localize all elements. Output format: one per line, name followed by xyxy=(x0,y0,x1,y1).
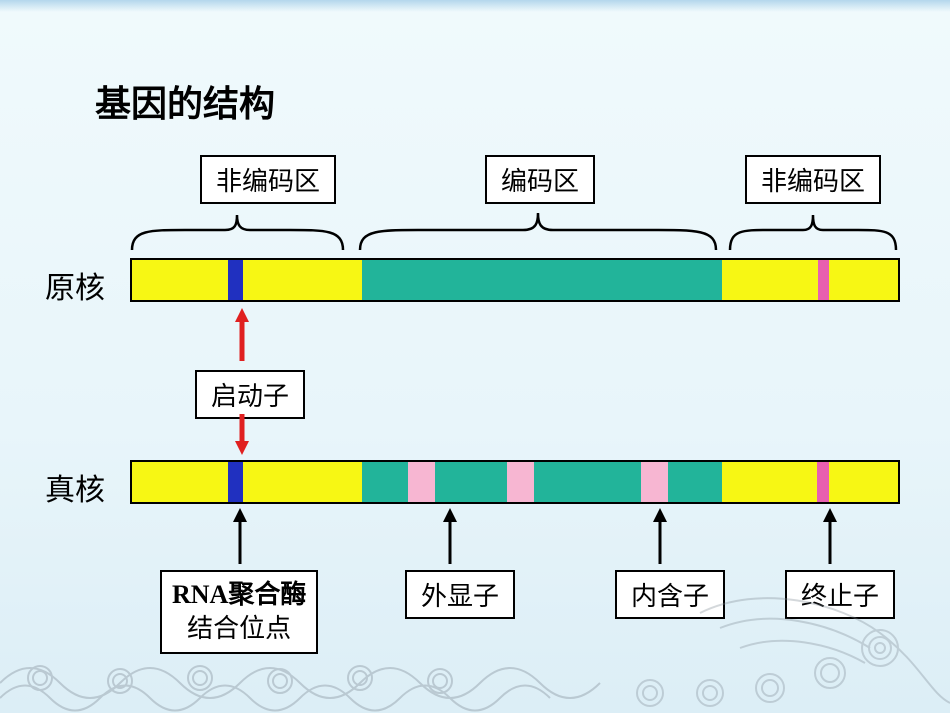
segment-green xyxy=(534,462,641,502)
label-rna-site-line1: RNA聚合酶 xyxy=(172,578,306,612)
segment-pink xyxy=(408,462,435,502)
top-edge-highlight xyxy=(0,0,950,12)
label-rna-site: RNA聚合酶 结合位点 xyxy=(160,570,318,654)
segment-green xyxy=(435,462,508,502)
segment-magenta xyxy=(818,260,829,300)
segment-blue xyxy=(228,260,243,300)
label-noncoding-left: 非编码区 xyxy=(200,155,336,204)
segment-yellow xyxy=(132,260,228,300)
segment-pink xyxy=(507,462,534,502)
arrow-terminator xyxy=(821,506,839,568)
brace-coding xyxy=(358,200,718,255)
bar-prokaryote xyxy=(130,258,900,302)
label-noncoding-right: 非编码区 xyxy=(745,155,881,204)
red-arrow-up xyxy=(232,306,252,366)
segment-yellow xyxy=(132,462,228,502)
label-coding: 编码区 xyxy=(485,155,595,204)
page-title: 基因的结构 xyxy=(95,75,275,127)
segment-green xyxy=(668,462,722,502)
segment-green xyxy=(362,462,408,502)
segment-yellow xyxy=(243,462,362,502)
arrow-rna-site xyxy=(231,506,249,568)
segment-yellow xyxy=(722,260,818,300)
segment-green xyxy=(362,260,722,300)
brace-noncoding-right xyxy=(728,200,898,255)
segment-yellow xyxy=(829,260,898,300)
label-terminator: 终止子 xyxy=(785,570,895,619)
label-rna-site-line2: 结合位点 xyxy=(172,612,306,646)
segment-blue xyxy=(228,462,243,502)
segment-magenta xyxy=(817,462,828,502)
label-exon: 外显子 xyxy=(405,570,515,619)
row-label-prokaryote: 原核 xyxy=(45,263,105,307)
arrow-exon xyxy=(441,506,459,568)
segment-pink xyxy=(641,462,668,502)
arrow-intron xyxy=(651,506,669,568)
row-label-eukaryote: 真核 xyxy=(45,465,105,509)
brace-noncoding-left xyxy=(130,200,345,255)
segment-yellow xyxy=(829,462,898,502)
bar-eukaryote xyxy=(130,460,900,504)
red-arrow-down xyxy=(232,412,252,457)
segment-yellow xyxy=(243,260,362,300)
label-intron: 内含子 xyxy=(615,570,725,619)
segment-yellow xyxy=(722,462,818,502)
